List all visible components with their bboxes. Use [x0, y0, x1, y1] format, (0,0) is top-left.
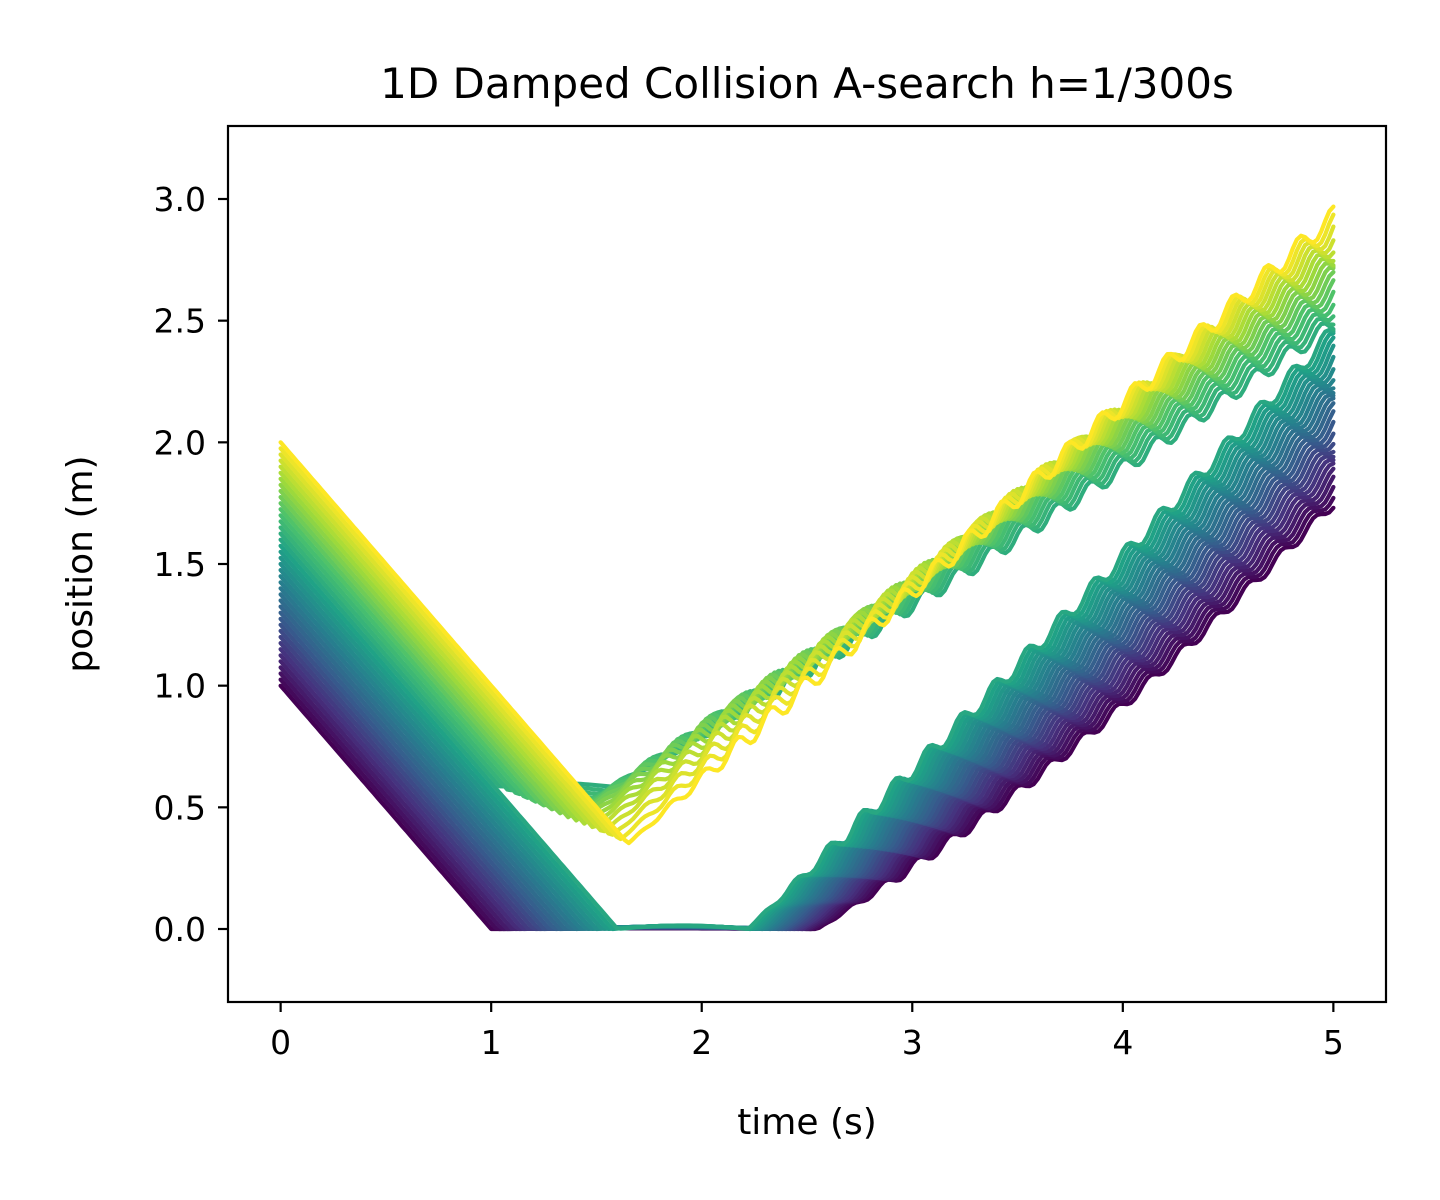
- trajectory-line: [278, 212, 1336, 842]
- trajectory-line: [278, 378, 1336, 932]
- trajectory-line: [278, 441, 1336, 932]
- trajectory-line: [278, 302, 1336, 801]
- y-tick-label: 2.0: [154, 423, 206, 462]
- trajectory-line: [278, 265, 1336, 816]
- trajectory-line: [278, 270, 1336, 812]
- x-tick-label: 4: [1112, 1023, 1133, 1062]
- y-axis-label: position (m): [60, 455, 101, 672]
- chart-title: 1D Damped Collision A-search h=1/300s: [380, 59, 1234, 108]
- y-tick-label: 3.0: [154, 180, 206, 219]
- trajectory-line: [278, 354, 1336, 932]
- x-axis-label: time (s): [737, 1102, 877, 1143]
- y-axis: 0.0 0.5 1.0 1.5 2.0 2.5 3.0: [154, 180, 228, 949]
- trajectory-line: [278, 389, 1336, 932]
- x-tick-label: 2: [691, 1023, 712, 1062]
- trajectory-line: [278, 204, 1336, 846]
- x-tick-label: 1: [481, 1023, 502, 1062]
- x-tick-label: 5: [1323, 1023, 1344, 1062]
- y-tick-label: 0.5: [154, 788, 206, 827]
- y-tick-label: 0.0: [154, 910, 206, 949]
- x-tick-label: 3: [902, 1023, 923, 1062]
- trajectory-line: [278, 419, 1336, 932]
- trajectory-line: [278, 431, 1336, 932]
- y-tick-label: 1.5: [154, 545, 206, 584]
- trajectory-line: [278, 224, 1336, 837]
- x-tick-label: 0: [270, 1023, 291, 1062]
- trajectory-line: [278, 367, 1336, 932]
- trajectory-line: [278, 327, 1336, 931]
- series-layer: [278, 204, 1336, 932]
- x-axis: 0 1 2 3 4 5: [270, 1002, 1344, 1062]
- y-tick-label: 1.0: [154, 667, 206, 706]
- y-tick-label: 2.5: [154, 302, 206, 341]
